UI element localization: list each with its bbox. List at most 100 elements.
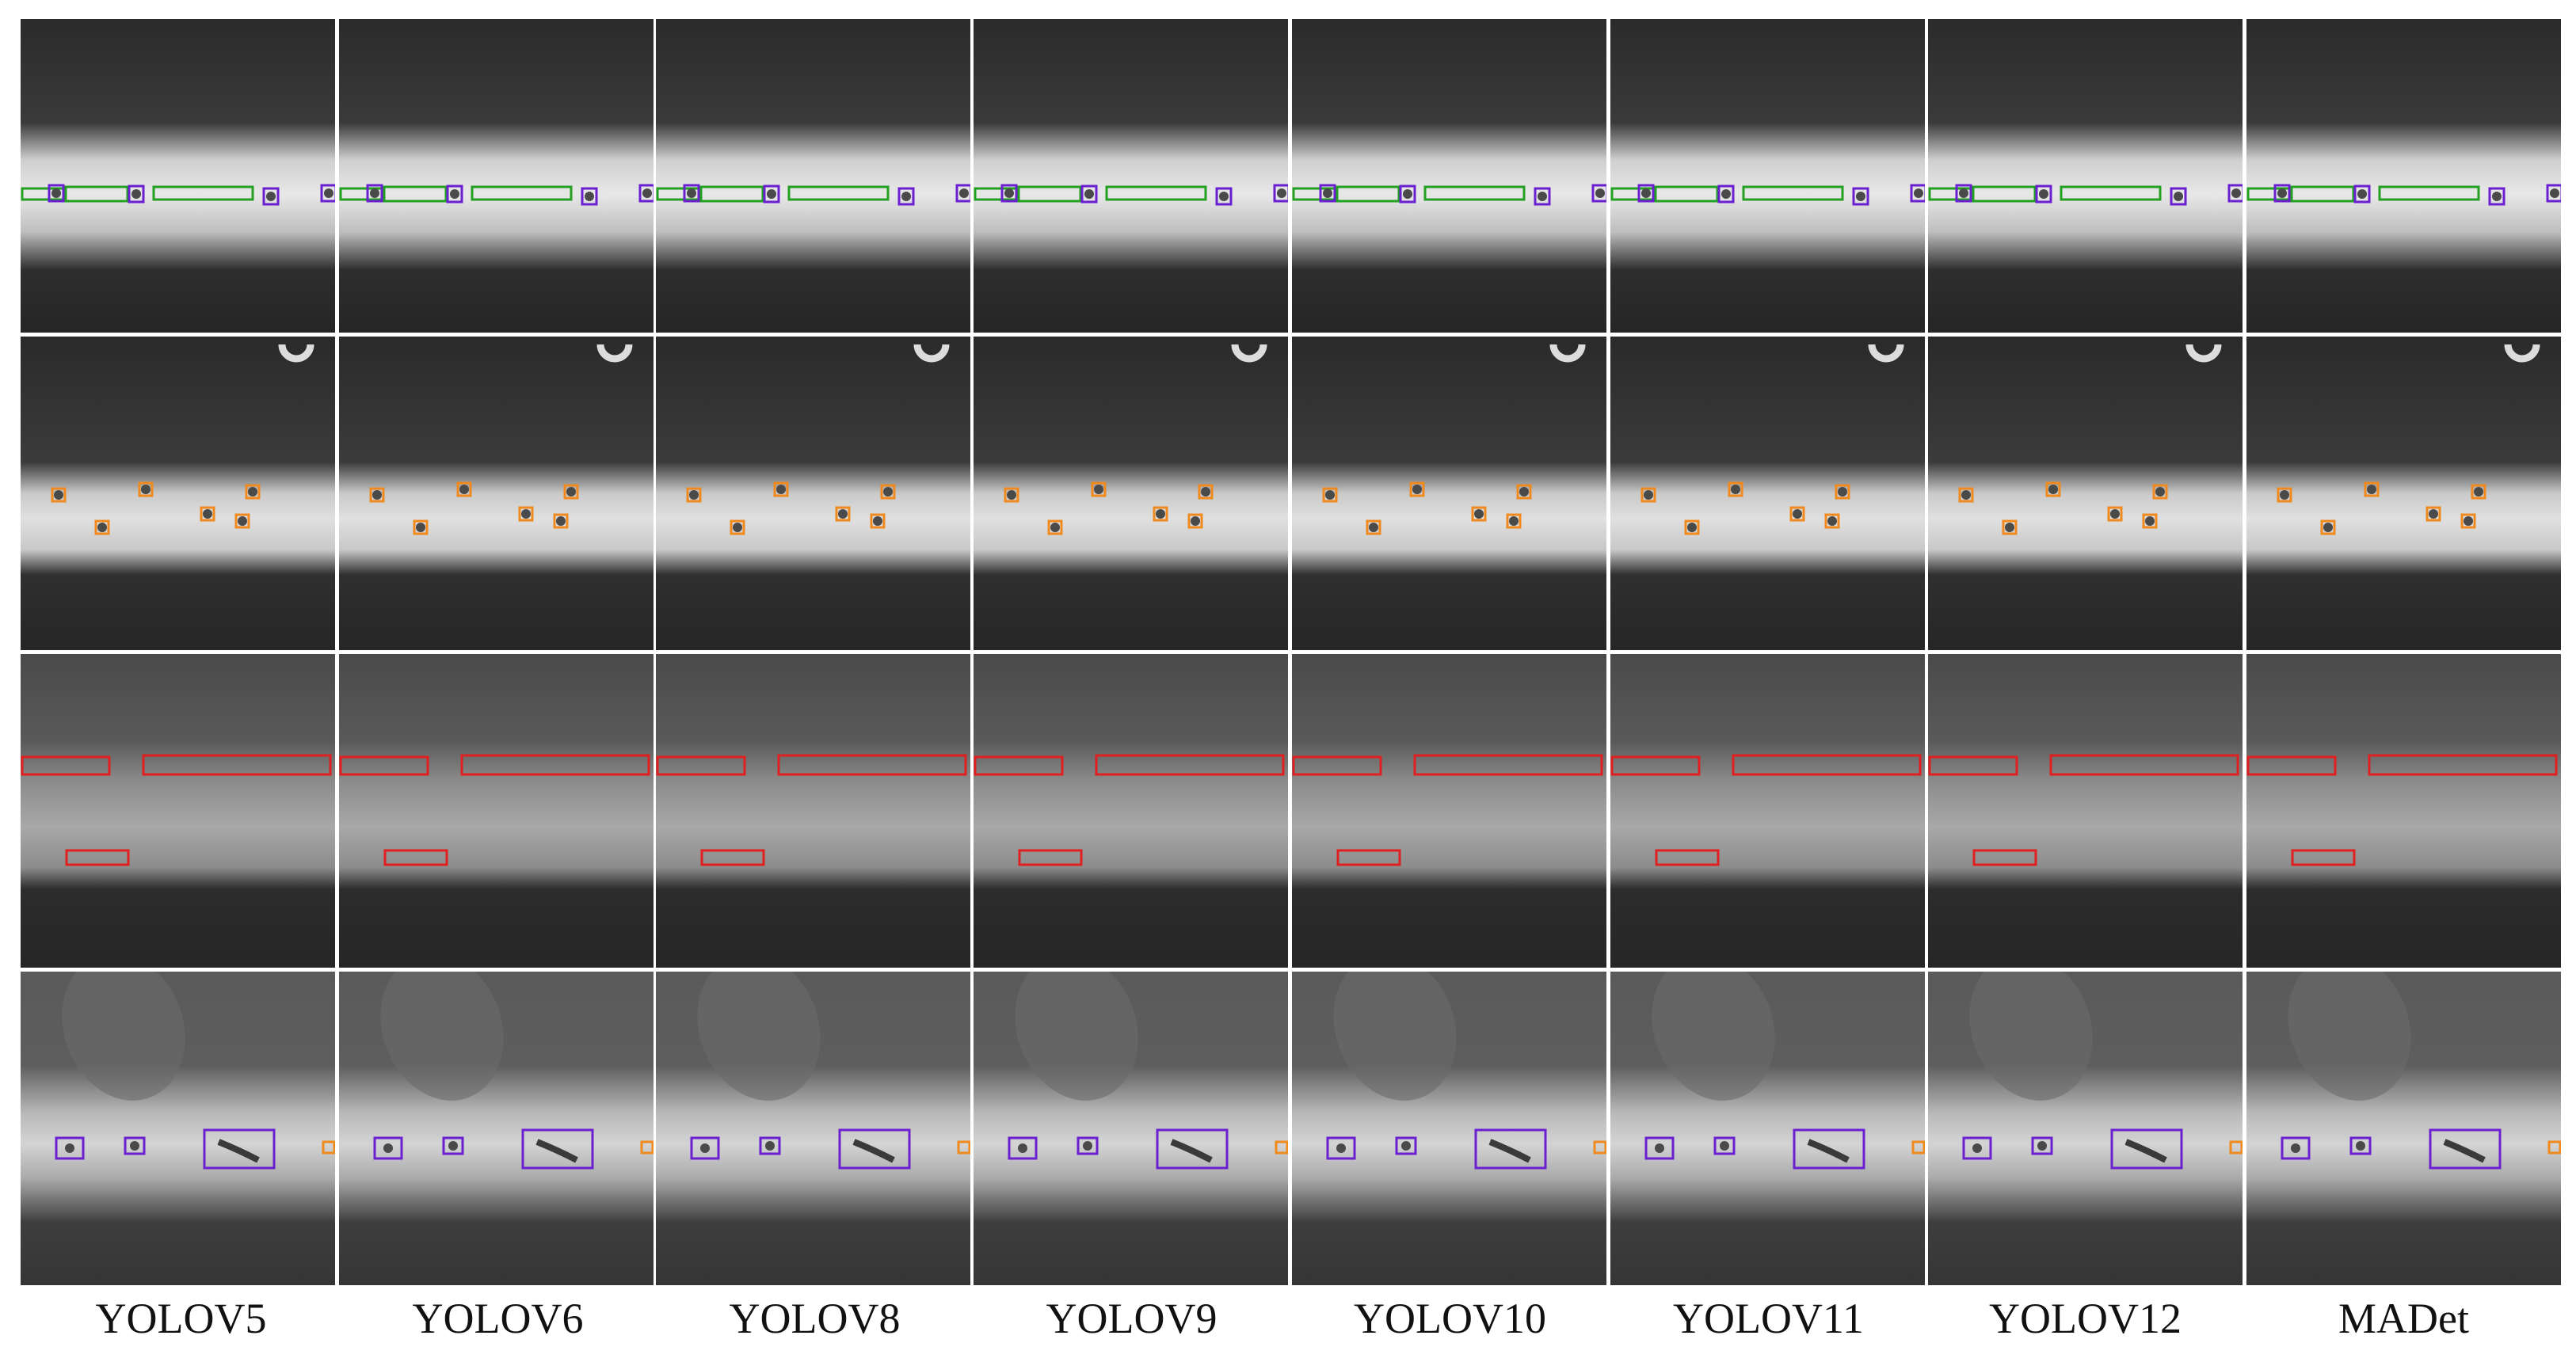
defect-dot xyxy=(2174,192,2183,201)
defect-dot xyxy=(1403,189,1412,199)
defect-dot xyxy=(131,189,141,199)
bbox-orange xyxy=(1911,1140,1925,1155)
bbox-purple xyxy=(2031,1136,2053,1155)
tile-image xyxy=(21,337,335,650)
defect-dot xyxy=(416,523,425,532)
bbox-purple xyxy=(683,184,700,203)
defect-dot xyxy=(1094,485,1103,494)
tile-background xyxy=(974,654,1288,968)
defect-dot xyxy=(1084,189,1094,199)
bbox-purple xyxy=(2227,184,2243,203)
tile-background xyxy=(974,337,1288,650)
defect-dot xyxy=(1050,523,1060,532)
defect-dot xyxy=(383,1143,393,1153)
defect-dot xyxy=(1687,523,1697,532)
bbox-purple xyxy=(1077,1136,1099,1155)
bbox-orange xyxy=(2320,519,2336,535)
bbox-orange xyxy=(1275,1140,1288,1155)
defect-dot xyxy=(776,485,786,494)
defect-dot xyxy=(733,523,742,532)
tile-background xyxy=(1610,654,1925,968)
bbox-red xyxy=(2049,754,2239,776)
defect-dot xyxy=(1369,523,1378,532)
bbox-red xyxy=(2291,849,2356,866)
bbox-purple xyxy=(1000,184,1018,203)
bbox-green xyxy=(1423,185,1526,201)
bbox-orange xyxy=(870,513,886,529)
defect-dot xyxy=(689,490,699,500)
bbox-purple xyxy=(1474,1128,1547,1170)
tile-background xyxy=(2246,654,2561,968)
model-label-yolov8: YOLOV8 xyxy=(729,1295,901,1342)
defect-dot xyxy=(959,188,969,198)
tile-image xyxy=(1292,972,1606,1285)
defect-dot xyxy=(1219,192,1229,201)
bbox-purple xyxy=(1717,185,1735,204)
bbox-green xyxy=(21,187,67,201)
defect-dot xyxy=(1793,509,1802,519)
bbox-orange xyxy=(553,513,569,529)
bbox-orange xyxy=(1198,484,1214,500)
tile-row-2-yolov8 xyxy=(656,337,970,650)
bbox-green xyxy=(787,185,890,201)
bbox-purple xyxy=(1910,184,1925,203)
tile-image xyxy=(2246,654,2561,968)
defect-dot xyxy=(687,188,696,198)
bbox-purple xyxy=(1793,1128,1865,1170)
model-label-madet: MADet xyxy=(2338,1295,2469,1342)
bbox-purple xyxy=(373,1136,403,1160)
tile-row-3-yolov5 xyxy=(21,654,335,968)
tile-background xyxy=(656,19,970,333)
bbox-orange xyxy=(1728,481,1743,497)
tile-background xyxy=(21,19,335,333)
defect-dot xyxy=(1538,192,1547,201)
defect-dot xyxy=(1959,188,1968,198)
defect-dot xyxy=(1474,509,1484,519)
bbox-orange xyxy=(1835,484,1850,500)
bbox-green xyxy=(2378,185,2480,201)
bbox-green xyxy=(152,185,254,201)
bbox-purple xyxy=(2353,185,2371,204)
tile-row-3-yolov12 xyxy=(1928,654,2243,968)
blob-artifact xyxy=(62,972,185,1101)
bbox-orange xyxy=(880,484,896,500)
tile-image xyxy=(656,337,970,650)
tile-row-2-yolov10 xyxy=(1292,337,1606,650)
bbox-purple xyxy=(638,184,654,203)
defect-dot xyxy=(54,490,63,500)
defect-dot xyxy=(1721,189,1731,199)
defect-dot xyxy=(1083,1141,1092,1151)
defect-dot xyxy=(2323,523,2333,532)
defect-dot xyxy=(248,487,257,496)
defect-dot xyxy=(765,1141,775,1151)
tile-image xyxy=(1928,19,2243,333)
bbox-purple xyxy=(2035,185,2052,204)
bbox-orange xyxy=(957,1140,970,1155)
tile-row-4-yolov5 xyxy=(21,972,335,1285)
tile-row-1-yolov10 xyxy=(1292,19,1606,333)
tile-row-1-yolov11 xyxy=(1610,19,1925,333)
defect-dot xyxy=(2367,485,2376,494)
tile-row-1-yolov8 xyxy=(656,19,970,333)
tile-image xyxy=(1292,654,1606,968)
tile-row-1-madet xyxy=(2246,19,2561,333)
defect-dot xyxy=(1201,487,1210,496)
bbox-purple xyxy=(203,1128,276,1170)
defect-dot xyxy=(372,490,382,500)
bbox-orange xyxy=(1471,506,1487,522)
defect-dot xyxy=(1018,1143,1027,1153)
bbox-red xyxy=(656,755,746,776)
tile-image xyxy=(1928,654,2243,968)
bbox-purple xyxy=(1637,184,1655,203)
bbox-purple xyxy=(1955,184,1972,203)
bbox-purple xyxy=(366,184,383,203)
tile-background xyxy=(974,19,1288,333)
bbox-orange xyxy=(1506,513,1522,529)
model-label-yolov6: YOLOV6 xyxy=(412,1295,584,1342)
bbox-red xyxy=(142,754,332,776)
defect-dot xyxy=(2145,516,2155,526)
bbox-purple xyxy=(320,184,335,203)
defect-dot xyxy=(521,509,531,519)
defect-streak xyxy=(535,1139,578,1163)
bbox-orange xyxy=(518,506,534,522)
